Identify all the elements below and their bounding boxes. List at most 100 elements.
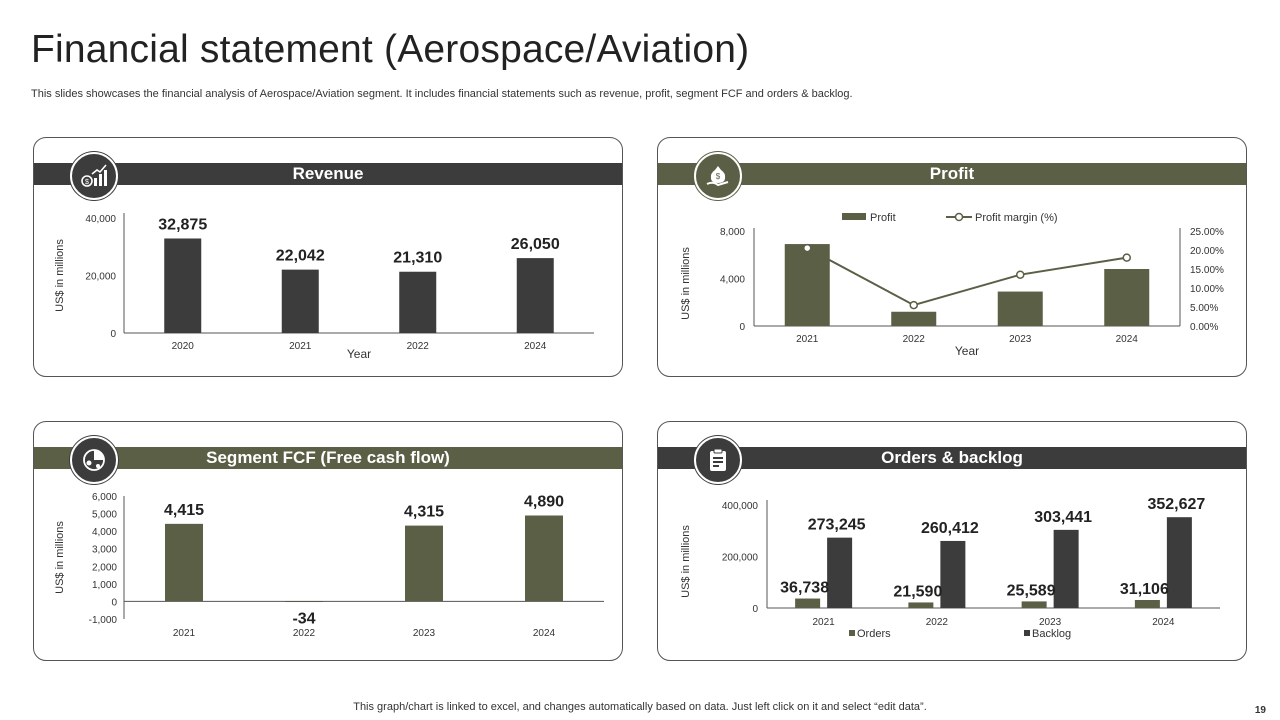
legend-label-backlog: Backlog: [1032, 628, 1071, 640]
x-tick-label: 2021: [796, 334, 819, 345]
profit-header: Profit: [658, 163, 1246, 185]
legend-label-orders: Orders: [857, 628, 891, 640]
data-label: 4,890: [524, 494, 564, 511]
data-label-backlog: 352,627: [1147, 496, 1205, 513]
y2-tick-label: 0.00%: [1190, 322, 1218, 333]
y-tick-label: 2,000: [92, 562, 117, 573]
legend-marker-margin: [954, 212, 964, 222]
margin-point: [1016, 270, 1025, 279]
data-label-orders: 36,738: [780, 580, 829, 597]
data-label: 21,310: [393, 250, 442, 267]
y-tick-label: 200,000: [722, 553, 759, 564]
bar: [165, 523, 203, 602]
bar-orders: [1134, 599, 1160, 608]
x-axis-label: Year: [955, 344, 979, 358]
revenue-panel: Revenue $ 0 20,000 40,000 32,875 2020 22,042 2…: [33, 137, 623, 377]
cash-flow-icon: [70, 436, 118, 484]
bar: [891, 311, 937, 326]
x-axis-label: Year: [347, 347, 371, 361]
bar: [281, 269, 319, 333]
money-bag-hand-icon: $: [694, 152, 742, 200]
y-tick-label: 4,000: [720, 275, 745, 286]
svg-text:$: $: [85, 179, 89, 186]
bar: [405, 525, 443, 602]
y-tick-label: 20,000: [85, 272, 116, 283]
y-tick-label: 6,000: [92, 492, 117, 503]
x-tick-label: 2022: [293, 628, 316, 639]
fcf-chart: -1,000 0 1,000 2,000 3,000 4,000 5,000 6,000 4,4…: [54, 492, 604, 639]
data-label-backlog: 303,441: [1034, 509, 1092, 526]
legend-swatch-profit: [842, 213, 866, 220]
svg-text:$: $: [716, 172, 721, 181]
y-axis-label: US$ in millions: [54, 521, 66, 594]
bar-backlog: [1166, 517, 1192, 608]
x-tick-label: 2021: [289, 341, 312, 352]
clipboard-order-icon: [694, 436, 742, 484]
slide-subtitle: This slides showcases the financial anal…: [31, 88, 853, 100]
slide-title: Financial statement (Aerospace/Aviation): [31, 28, 750, 71]
data-label: 22,042: [276, 248, 325, 265]
y-axis-label: US$ in millions: [680, 525, 692, 598]
x-tick-label: 2024: [524, 341, 547, 352]
orders-chart: 0 200,000 400,000 36,738 273,245 2021 21,590 26…: [680, 496, 1220, 640]
profit-title: Profit: [929, 164, 975, 183]
x-tick-label: 2024: [1116, 334, 1139, 345]
data-label: 32,875: [158, 216, 207, 233]
y-tick-label: 0: [110, 329, 116, 340]
fcf-panel: Segment FCF (Free cash flow) -1,000 0 1,00…: [33, 421, 623, 661]
y-tick-label: 0: [752, 604, 758, 615]
bar-backlog: [827, 537, 853, 608]
bar: [164, 238, 202, 333]
y-tick-label: 0: [111, 597, 117, 608]
y-axis-label: US$ in millions: [680, 247, 692, 320]
legend-swatch-orders: [849, 630, 855, 636]
x-tick-label: 2022: [407, 341, 430, 352]
y-tick-label: 4,000: [92, 527, 117, 538]
y-tick-label: -1,000: [89, 615, 118, 626]
y-tick-label: 3,000: [92, 545, 117, 556]
margin-line: [806, 247, 1127, 307]
legend-swatch-backlog: [1024, 630, 1030, 636]
y-tick-label: 0: [739, 322, 745, 333]
bar: [525, 515, 563, 602]
x-tick-label: 2023: [1009, 334, 1032, 345]
y-tick-label: 40,000: [85, 214, 116, 225]
x-tick-label: 2024: [533, 628, 556, 639]
y2-tick-label: 10.00%: [1190, 284, 1224, 295]
y2-tick-label: 5.00%: [1190, 303, 1218, 314]
legend-label-profit: Profit: [870, 212, 896, 224]
data-label: 26,050: [511, 236, 560, 253]
bar-backlog: [940, 540, 966, 608]
y-tick-label: 1,000: [92, 580, 117, 591]
fcf-title: Segment FCF (Free cash flow): [206, 448, 450, 467]
data-label-orders: 21,590: [893, 583, 942, 600]
margin-point: [909, 300, 918, 310]
bar: [1104, 269, 1150, 326]
margin-point: [803, 243, 812, 253]
orders-panel: Orders & backlog 0 200,000 400,000 36,738 27…: [657, 421, 1247, 661]
data-label: -34: [292, 610, 315, 627]
y2-tick-label: 15.00%: [1190, 265, 1224, 276]
x-tick-label: 2023: [1039, 617, 1062, 628]
x-tick-label: 2021: [173, 628, 196, 639]
y-tick-label: 400,000: [722, 501, 759, 512]
page-number: 19: [1254, 705, 1266, 716]
orders-title: Orders & backlog: [881, 448, 1023, 467]
data-label-backlog: 260,412: [921, 520, 979, 537]
profit-chart: 0 4,000 8,000 0.00% 5.00% 10.00% 15.00% 20.00% 2…: [680, 212, 1224, 358]
bar: [399, 271, 437, 333]
bar: [997, 291, 1043, 326]
revenue-title: Revenue: [292, 164, 364, 183]
x-tick-label: 2022: [903, 334, 926, 345]
y-tick-label: 5,000: [92, 510, 117, 521]
data-label-backlog: 273,245: [808, 517, 866, 534]
revenue-growth-icon: $: [70, 152, 118, 200]
bar: [285, 601, 323, 603]
bar-orders: [908, 602, 934, 608]
y-tick-label: 8,000: [720, 227, 745, 238]
profit-panel: Profit $ 0 4,000 8,000 0.00% 5.00% 10.00% 15.0…: [657, 137, 1247, 377]
data-label: 4,315: [404, 504, 444, 521]
bar-backlog: [1053, 529, 1079, 608]
data-label-orders: 25,589: [1007, 582, 1056, 599]
margin-point: [1122, 253, 1131, 262]
